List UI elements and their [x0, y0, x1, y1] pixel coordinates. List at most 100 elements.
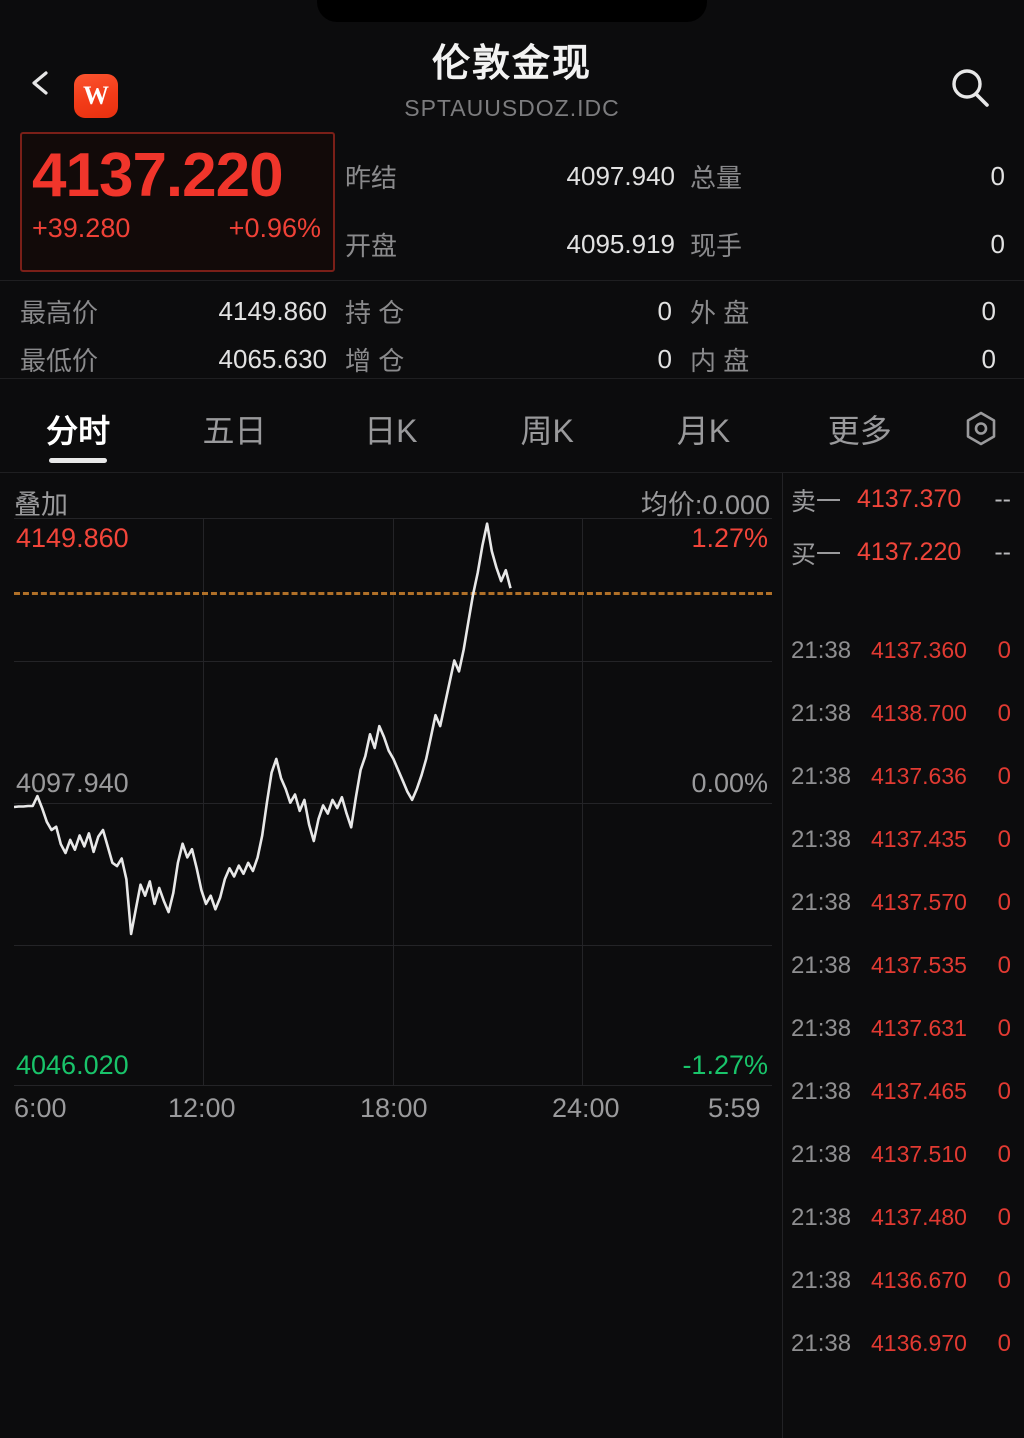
trade-row[interactable]: 21:38 4137.535 0	[783, 934, 1024, 997]
xtick-4: 5:59	[708, 1093, 761, 1123]
field-value: 0	[981, 295, 996, 326]
trade-tick-list[interactable]: 21:38 4137.360 0 21:38 4138.700 0 21:38 4137.63…	[783, 619, 1024, 1375]
price-plot[interactable]: 4149.860 1.27% 4097.940 0.00% 4046.020 -…	[14, 518, 772, 1086]
time-axis: 6:00 12:00 18:00 24:00 5:59	[0, 1093, 782, 1137]
tab-monthly-k[interactable]: 月K	[625, 385, 781, 473]
axis-mid-value: 4097.940	[16, 768, 129, 798]
bid-price: 4137.220	[857, 538, 962, 566]
field-value: 0	[657, 343, 672, 374]
change-absolute: +39.280	[32, 213, 131, 244]
tab-label: 更多	[827, 413, 892, 449]
axis-high-value: 4149.860	[16, 523, 129, 553]
bid-row[interactable]: 买一 4137.220 --	[783, 526, 1024, 579]
trade-price: 4136.670	[871, 1267, 967, 1293]
trade-time: 21:38	[791, 1203, 852, 1231]
trade-price: 4137.480	[871, 1204, 967, 1230]
trade-qty: 0	[997, 825, 1011, 853]
trade-row[interactable]: 21:38 4136.970 0	[783, 1312, 1024, 1375]
tab-5day[interactable]: 五日	[156, 385, 312, 473]
trade-qty: 0	[997, 636, 1011, 664]
trade-row[interactable]: 21:38 4136.670 0	[783, 1249, 1024, 1312]
chart-toolbar: 叠加 均价:0.000	[0, 479, 782, 523]
field-total-volume: 总量 0	[690, 142, 1005, 210]
trade-row[interactable]: 21:38 4137.510 0	[783, 1123, 1024, 1186]
trade-price: 4137.636	[871, 763, 967, 789]
quote-col-1: 昨结 4097.940 开盘 4095.919	[345, 142, 675, 278]
tab-more[interactable]: 更多	[782, 385, 938, 473]
trade-price: 4137.631	[871, 1015, 967, 1041]
trade-row[interactable]: 21:38 4137.435 0	[783, 808, 1024, 871]
ask-label: 卖一	[791, 487, 842, 516]
xtick-3: 24:00	[552, 1093, 620, 1123]
page-title: 伦敦金现	[431, 43, 592, 85]
trade-time: 21:38	[791, 1014, 852, 1042]
trade-qty: 0	[997, 1014, 1011, 1042]
trade-qty: 0	[997, 1203, 1011, 1231]
trade-price: 4137.435	[871, 826, 967, 852]
field-label: 持 仓	[345, 297, 405, 328]
chart-period-tabs: 分时 五日 日K 周K 月K 更多	[0, 385, 1024, 473]
field-value: 0	[990, 228, 1005, 259]
trade-row[interactable]: 21:38 4137.631 0	[783, 997, 1024, 1060]
quote-row-high: 最高价 4149.860 持 仓 0 外 盘 0	[0, 287, 1024, 335]
trade-row[interactable]: 21:38 4137.570 0	[783, 871, 1024, 934]
field-position-change: 增 仓 0	[345, 341, 690, 378]
xtick-1: 12:00	[168, 1093, 236, 1123]
trade-row[interactable]: 21:38 4137.636 0	[783, 745, 1024, 808]
trade-row[interactable]: 21:38 4137.465 0	[783, 1060, 1024, 1123]
app-logo[interactable]: W	[74, 74, 118, 118]
quote-col-2: 总量 0 现手 0	[690, 142, 1005, 278]
overlay-button[interactable]: 叠加	[14, 490, 68, 520]
ask-qty: --	[994, 485, 1011, 513]
last-price-box[interactable]: 4137.220 +39.280 +0.96%	[20, 132, 335, 272]
field-low: 最低价 4065.630	[0, 341, 345, 378]
xtick-0: 6:00	[14, 1093, 67, 1123]
hexagon-settings-icon[interactable]	[938, 407, 1024, 451]
trade-time: 21:38	[791, 1266, 852, 1294]
app-header: W 伦敦金现 SPTAUUSDOZ.IDC	[0, 22, 1024, 122]
trade-price: 4137.360	[871, 637, 967, 663]
search-icon[interactable]	[946, 64, 994, 112]
axis-mid-pct: 0.00%	[691, 768, 768, 798]
field-prev-close: 昨结 4097.940	[345, 142, 675, 210]
tab-weekly-k[interactable]: 周K	[469, 385, 625, 473]
trade-qty: 0	[997, 762, 1011, 790]
tab-label: 五日	[202, 413, 267, 449]
price-line	[14, 519, 772, 1087]
trade-time: 21:38	[791, 1329, 852, 1357]
bid-qty: --	[994, 538, 1011, 566]
page-subtitle-ticker: SPTAUUSDOZ.IDC	[404, 95, 620, 121]
trade-row[interactable]: 21:38 4137.360 0	[783, 619, 1024, 682]
tabs-top-divider	[0, 378, 1024, 379]
chart-area: 叠加 均价:0.000 4149.860 1.27% 4097.940 0.00…	[0, 473, 782, 1438]
trade-row[interactable]: 21:38 4137.480 0	[783, 1186, 1024, 1249]
field-label: 内 盘	[690, 345, 750, 376]
page-title-block: 伦敦金现 SPTAUUSDOZ.IDC	[0, 22, 1024, 122]
tab-label: 月K	[676, 413, 731, 449]
bid-label: 买一	[791, 540, 842, 569]
change-percent: +0.96%	[228, 213, 321, 244]
quote-lower-rows: 最高价 4149.860 持 仓 0 外 盘 0 最低价 4065.630	[0, 287, 1024, 383]
tab-fenshi[interactable]: 分时	[0, 385, 156, 473]
ask-price: 4137.370	[857, 485, 962, 513]
field-label: 总量	[690, 162, 743, 193]
field-position: 持 仓 0	[345, 293, 690, 330]
back-chevron-icon[interactable]	[28, 70, 54, 96]
tab-label: 分时	[46, 413, 111, 449]
axis-high-pct: 1.27%	[691, 523, 768, 553]
field-label: 昨结	[345, 162, 398, 193]
trade-price: 4136.970	[871, 1330, 967, 1356]
chart-top-divider	[0, 472, 1024, 473]
field-value: 0	[981, 343, 996, 374]
tab-daily-k[interactable]: 日K	[313, 385, 469, 473]
field-outer: 外 盘 0	[690, 293, 1024, 330]
trade-row[interactable]: 21:38 4138.700 0	[783, 682, 1024, 745]
field-value: 4149.860	[218, 295, 327, 326]
orderbook-panel: 卖一 4137.370 -- 买一 4137.220 -- 21:38 4137.…	[782, 473, 1024, 1438]
quote-panel: 4137.220 +39.280 +0.96% 昨结 4097.940 开盘 4…	[0, 124, 1024, 376]
trade-qty: 0	[997, 1266, 1011, 1294]
ask-row[interactable]: 卖一 4137.370 --	[783, 473, 1024, 526]
trade-time: 21:38	[791, 888, 852, 916]
trade-time: 21:38	[791, 699, 852, 727]
